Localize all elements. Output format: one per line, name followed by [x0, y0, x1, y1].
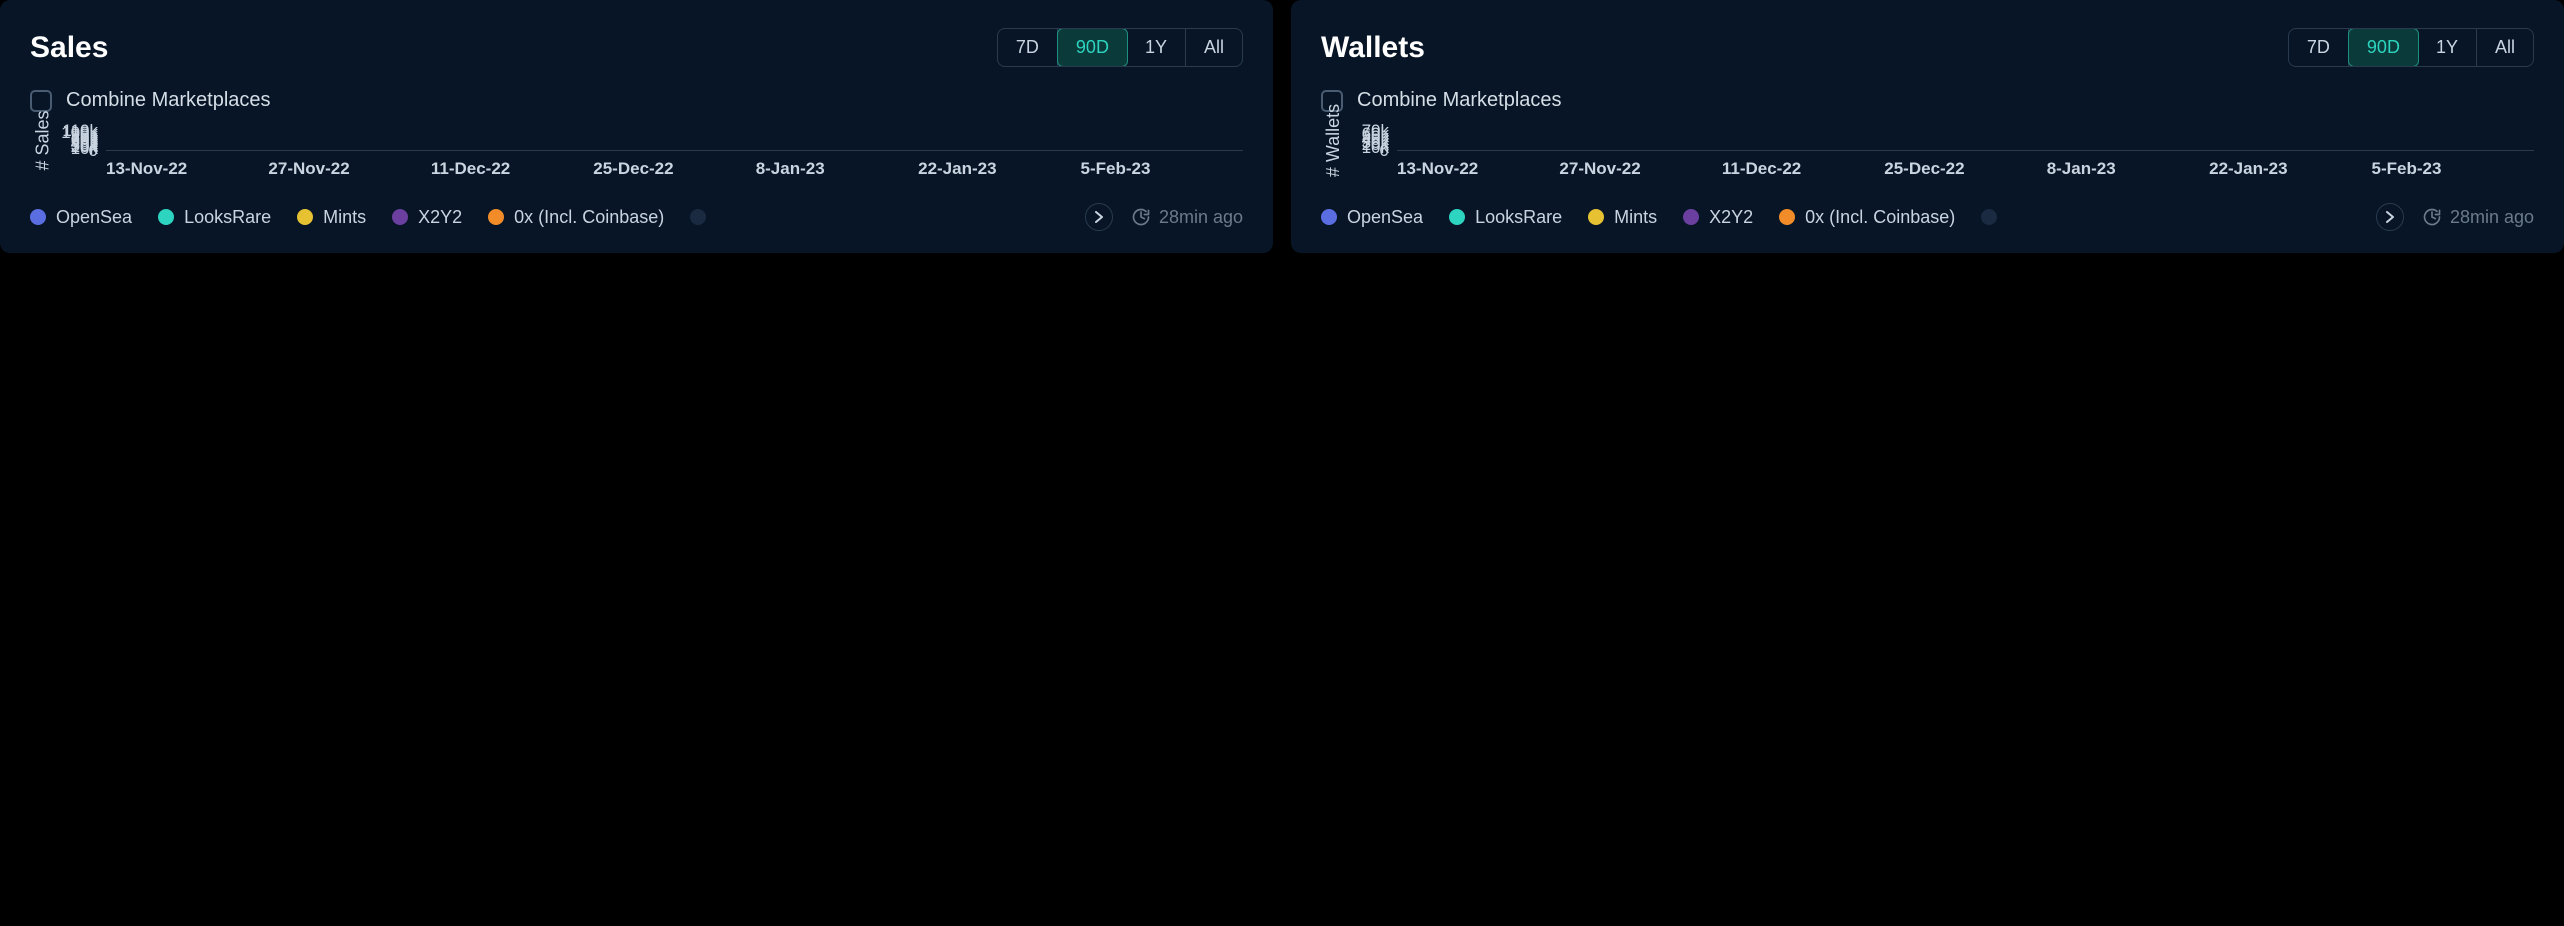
x-tick: 22-Jan-23 [2209, 159, 2371, 179]
legend-item-mints[interactable]: Mints [297, 207, 366, 228]
panel-header: Wallets 7D90D1YAll [1321, 28, 2534, 67]
legend-label: LooksRare [184, 207, 271, 228]
range-btn-all[interactable]: All [1186, 29, 1242, 66]
x-ticks: 13-Nov-2227-Nov-2211-Dec-2225-Dec-228-Ja… [1371, 159, 2534, 179]
legend-nav: 28min ago [2376, 203, 2534, 231]
updated-indicator: 28min ago [1131, 207, 1243, 228]
x-tick: 22-Jan-23 [918, 159, 1080, 179]
bars [106, 130, 1243, 150]
swatch-more [1981, 209, 1997, 225]
legend-label: Mints [1614, 207, 1657, 228]
legend-item-zerox[interactable]: 0x (Incl. Coinbase) [1779, 207, 1955, 228]
updated-label: 28min ago [2450, 207, 2534, 228]
x-tick: 25-Dec-22 [593, 159, 755, 179]
legend-nav: 28min ago [1085, 203, 1243, 231]
chevron-right-icon[interactable] [2376, 203, 2404, 231]
combine-row: Combine Marketplaces [1321, 89, 2534, 112]
range-btn-90d[interactable]: 90D [1057, 28, 1128, 67]
swatch-zerox [488, 209, 504, 225]
swatch-opensea [30, 209, 46, 225]
refresh-icon [2422, 207, 2442, 227]
y-axis-label: # Sales [33, 110, 54, 170]
updated-label: 28min ago [1159, 207, 1243, 228]
swatch-x2y2 [1683, 209, 1699, 225]
legend-item-looksrare[interactable]: LooksRare [158, 207, 271, 228]
x-tick: 13-Nov-22 [106, 159, 268, 179]
x-tick: 8-Jan-23 [756, 159, 918, 179]
chevron-right-icon[interactable] [1085, 203, 1113, 231]
x-tick: 11-Dec-22 [431, 159, 593, 179]
legend-label: X2Y2 [1709, 207, 1753, 228]
y-ticks: 110k100k90k80k70k60k50k40k30k20k10k0 [56, 130, 106, 151]
range-btn-7d[interactable]: 7D [2289, 29, 2349, 66]
bars-region [1397, 130, 2534, 151]
chart-body: # Sales110k100k90k80k70k60k50k40k30k20k1… [30, 130, 1243, 151]
legend-item-x2y2[interactable]: X2Y2 [392, 207, 462, 228]
legend-label: 0x (Incl. Coinbase) [514, 207, 664, 228]
swatch-mints [1588, 209, 1604, 225]
x-tick: 13-Nov-22 [1397, 159, 1559, 179]
refresh-icon [1131, 207, 1151, 227]
chart-area: # Sales110k100k90k80k70k60k50k40k30k20k1… [30, 130, 1243, 231]
dashboard: Sales7D90D1YAllCombine Marketplaces# Sal… [0, 0, 2564, 253]
range-btn-7d[interactable]: 7D [998, 29, 1058, 66]
swatch-opensea [1321, 209, 1337, 225]
combine-checkbox[interactable] [30, 90, 52, 112]
combine-label: Combine Marketplaces [1357, 89, 1562, 112]
x-tick: 8-Jan-23 [2047, 159, 2209, 179]
legend-label: Mints [323, 207, 366, 228]
range-btn-all[interactable]: All [2477, 29, 2533, 66]
legend-item-x2y2[interactable]: X2Y2 [1683, 207, 1753, 228]
x-tick: 27-Nov-22 [268, 159, 430, 179]
updated-indicator: 28min ago [2422, 207, 2534, 228]
swatch-more [690, 209, 706, 225]
swatch-x2y2 [392, 209, 408, 225]
legend-item-zerox[interactable]: 0x (Incl. Coinbase) [488, 207, 664, 228]
range-selector: 7D90D1YAll [2288, 28, 2534, 67]
panel-title: Wallets [1321, 31, 1425, 65]
x-tick: 27-Nov-22 [1559, 159, 1721, 179]
chart-area: # Wallets70k60k50k40k30k20k10k0 13-Nov-22… [1321, 130, 2534, 231]
x-tick: 25-Dec-22 [1884, 159, 2046, 179]
x-tick: 5-Feb-23 [1081, 159, 1243, 179]
range-selector: 7D90D1YAll [997, 28, 1243, 67]
chart-body: # Wallets70k60k50k40k30k20k10k0 [1321, 130, 2534, 151]
legend-label: X2Y2 [418, 207, 462, 228]
y-axis-label: # Wallets [1324, 104, 1345, 177]
x-tick: 11-Dec-22 [1722, 159, 1884, 179]
range-btn-1y[interactable]: 1Y [1127, 29, 1186, 66]
swatch-mints [297, 209, 313, 225]
swatch-looksrare [158, 209, 174, 225]
swatch-looksrare [1449, 209, 1465, 225]
range-btn-90d[interactable]: 90D [2348, 28, 2419, 67]
legend-label: LooksRare [1475, 207, 1562, 228]
combine-label: Combine Marketplaces [66, 89, 271, 112]
legend-label: OpenSea [56, 207, 132, 228]
legend-item-opensea[interactable]: OpenSea [1321, 207, 1423, 228]
panel-header: Sales 7D90D1YAll [30, 28, 1243, 67]
y-ticks: 70k60k50k40k30k20k10k0 [1347, 130, 1397, 151]
range-btn-1y[interactable]: 1Y [2418, 29, 2477, 66]
sales-panel: Sales 7D90D1YAll Combine Marketplaces # Sal… [0, 0, 1273, 253]
x-ticks: 13-Nov-2227-Nov-2211-Dec-2225-Dec-228-Ja… [80, 159, 1243, 179]
legend-item-mints[interactable]: Mints [1588, 207, 1657, 228]
panel-title: Sales [30, 31, 108, 65]
x-tick: 5-Feb-23 [2372, 159, 2534, 179]
bars-region [106, 130, 1243, 151]
combine-row: Combine Marketplaces [30, 89, 1243, 112]
wallets-panel: Wallets 7D90D1YAll Combine Marketplaces # W… [1291, 0, 2564, 253]
bars [1397, 130, 2534, 150]
legend-item-opensea[interactable]: OpenSea [30, 207, 132, 228]
legend: OpenSea LooksRare Mints X2Y2 0x (Incl. Coinb… [1321, 203, 2534, 231]
legend-label: 0x (Incl. Coinbase) [1805, 207, 1955, 228]
swatch-zerox [1779, 209, 1795, 225]
legend-label: OpenSea [1347, 207, 1423, 228]
legend: OpenSea LooksRare Mints X2Y2 0x (Incl. Coinb… [30, 203, 1243, 231]
legend-item-looksrare[interactable]: LooksRare [1449, 207, 1562, 228]
